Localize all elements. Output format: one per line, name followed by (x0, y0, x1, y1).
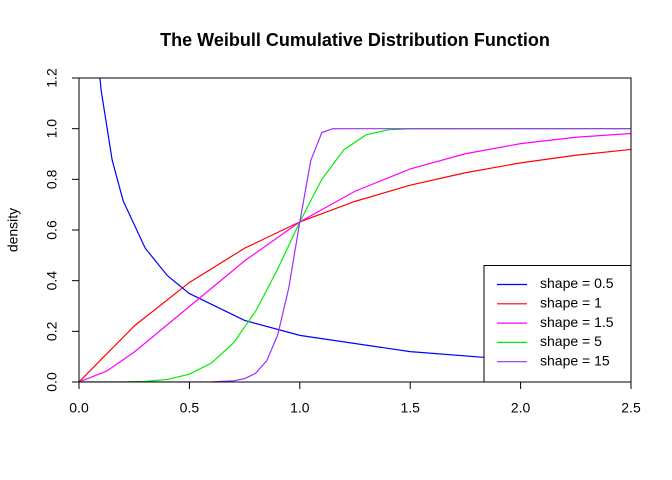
x-tick-label: 1.5 (400, 400, 420, 416)
series-line (99, 78, 631, 367)
legend-label: shape = 5 (540, 333, 602, 349)
y-tick-label: 0.6 (44, 220, 60, 240)
x-tick-label: 1.0 (290, 400, 310, 416)
series-line (79, 128, 631, 382)
x-tick-label: 2.5 (621, 400, 641, 416)
x-tick-label: 0.0 (69, 400, 89, 416)
y-tick-label: 0.2 (44, 321, 60, 341)
y-tick-label: 0.8 (44, 169, 60, 189)
x-tick-label: 0.5 (180, 400, 200, 416)
series-line (79, 132, 631, 382)
x-tick-label: 2.0 (511, 400, 531, 416)
y-tick-label: 1.2 (44, 68, 60, 88)
y-axis-label: density (5, 208, 21, 252)
plot-lines (79, 78, 631, 382)
legend-label: shape = 1 (540, 295, 602, 311)
y-tick-label: 1.0 (44, 119, 60, 139)
y-tick-label: 0.0 (44, 372, 60, 392)
legend-label: shape = 15 (540, 352, 610, 368)
series-line (79, 148, 631, 382)
legend-label: shape = 1.5 (540, 314, 614, 330)
series-line (79, 128, 631, 382)
y-tick-label: 0.4 (44, 271, 60, 291)
legend-label: shape = 0.5 (540, 275, 614, 291)
chart-title: The Weibull Cumulative Distribution Func… (160, 30, 550, 50)
